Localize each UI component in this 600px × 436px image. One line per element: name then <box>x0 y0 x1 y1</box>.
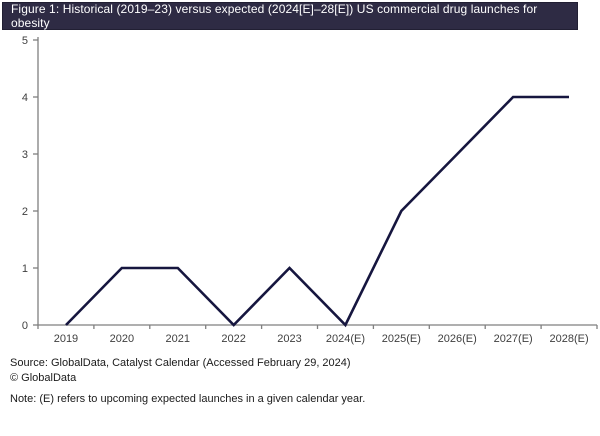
x-axis-tick-label: 2021 <box>166 333 190 345</box>
launches-series-line <box>65 95 569 328</box>
y-axis-tick-label: 4 <box>22 92 28 104</box>
figure-footer: Source: GlobalData, Catalyst Calendar (A… <box>10 356 590 407</box>
figure-title-bar: Figure 1: Historical (2019–23) versus ex… <box>2 2 578 30</box>
y-axis-tick-label: 1 <box>22 263 28 275</box>
x-axis-tick-label: 2026(E) <box>438 333 477 345</box>
copyright-text: © GlobalData <box>10 372 77 384</box>
y-axis-tick-label: 2 <box>22 206 28 218</box>
x-axis-tick-label: 2022 <box>221 333 245 345</box>
x-axis-tick-label: 2027(E) <box>494 333 533 345</box>
y-axis-tick-label: 5 <box>22 35 28 47</box>
x-axis-tick-label: 2025(E) <box>382 333 421 345</box>
x-axis-tick-label: 2024(E) <box>326 333 365 345</box>
x-axis-tick-label: 2028(E) <box>549 333 588 345</box>
source-text: Source: GlobalData, Catalyst Calendar (A… <box>10 357 351 369</box>
x-axis-tick-label: 2020 <box>110 333 134 345</box>
y-axis-tick-label: 0 <box>22 320 28 332</box>
x-axis-tick-label: 2019 <box>54 333 78 345</box>
y-axis-tick-label: 3 <box>22 149 28 161</box>
figure-title: Figure 1: Historical (2019–23) versus ex… <box>11 2 538 30</box>
note-text: Note: (E) refers to upcoming expected la… <box>10 393 366 405</box>
x-axis-tick-label: 2023 <box>277 333 301 345</box>
